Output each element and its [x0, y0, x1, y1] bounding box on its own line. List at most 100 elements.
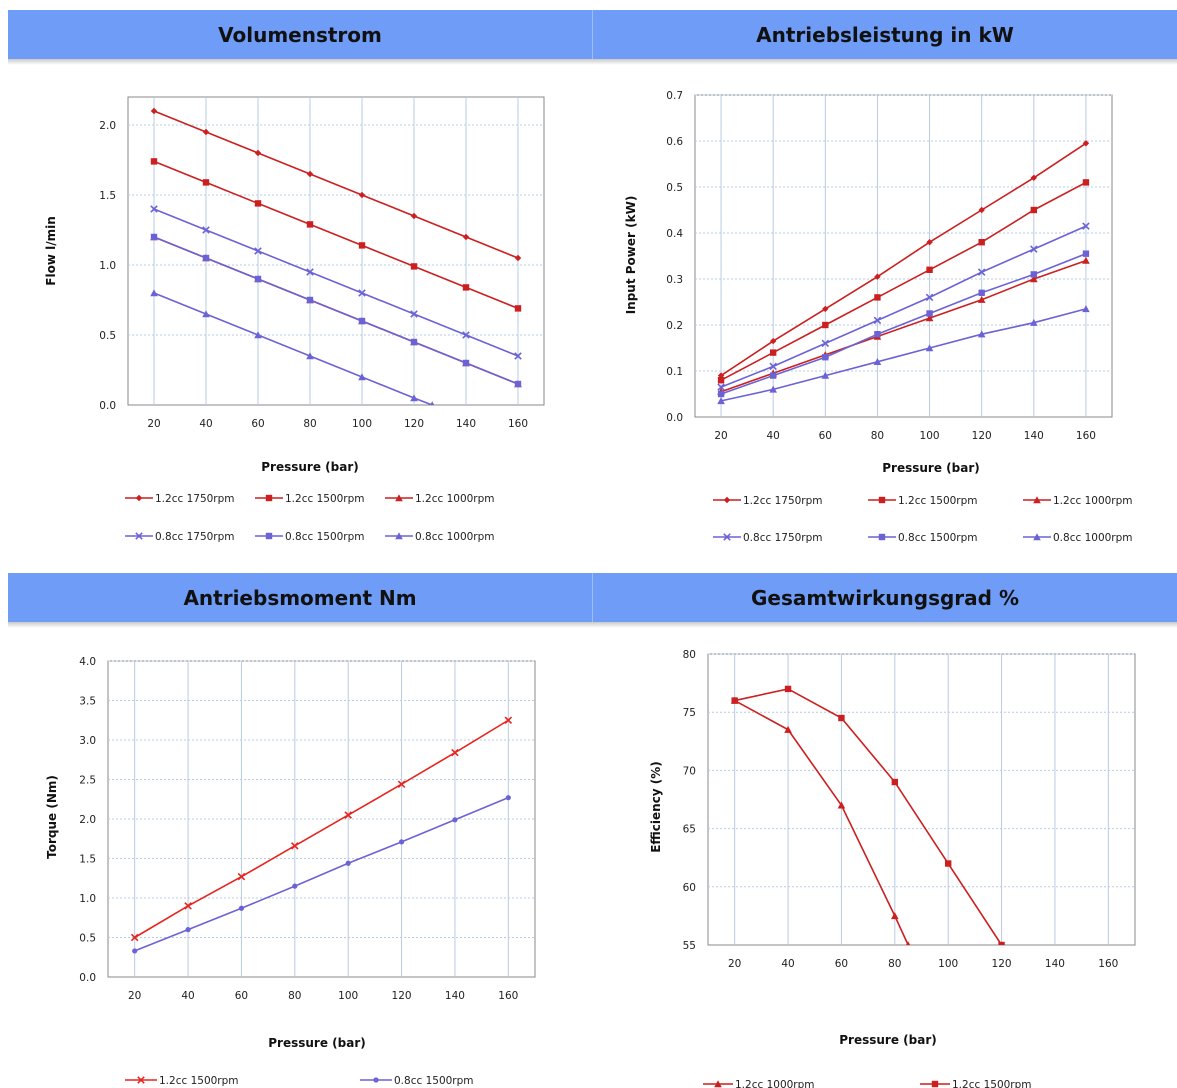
- x-tick-label: 120: [972, 430, 992, 442]
- data-point: [874, 331, 881, 338]
- legend-marker: [1033, 533, 1041, 541]
- data-point: [202, 226, 210, 234]
- data-point: [184, 902, 192, 910]
- y-tick-label: 2.0: [99, 120, 116, 132]
- data-point: [410, 263, 418, 270]
- data-point: [1030, 245, 1038, 253]
- legend-label: 1.2cc 1000rpm: [415, 493, 495, 505]
- data-point: [925, 293, 934, 302]
- x-tick-label: 20: [714, 430, 727, 442]
- data-point: [237, 872, 246, 881]
- data-point: [514, 352, 522, 360]
- data-point: [514, 380, 522, 388]
- y-tick-label: 3.0: [79, 735, 96, 747]
- data-point: [462, 359, 470, 367]
- series-group: [730, 685, 1005, 945]
- x-tick-label: 160: [1098, 958, 1118, 970]
- y-axis-label: Efficiency (%): [649, 761, 663, 853]
- legend-label: 0.8cc 1000rpm: [415, 531, 495, 543]
- data-point: [410, 338, 418, 346]
- data-point: [717, 390, 725, 398]
- y-tick-label: 55: [683, 940, 696, 952]
- data-point: [254, 200, 262, 207]
- data-point: [717, 377, 725, 384]
- x-tick-label: 80: [888, 958, 901, 970]
- legend-label: 1.2cc 1000rpm: [1053, 495, 1133, 507]
- y-tick-label: 1.5: [79, 854, 96, 866]
- data-point: [977, 330, 986, 338]
- data-point: [926, 310, 933, 317]
- power-chart: 0.0 0.1 0.2 0.3 0.4 0.5 0.6 0.7 20 40 60 80 100 120 14…: [624, 90, 1133, 544]
- y-tick-label: 1.0: [79, 893, 96, 905]
- data-point: [202, 310, 210, 318]
- x-tick-label: 80: [871, 430, 884, 442]
- data-point: [926, 239, 933, 246]
- legend-label: 1.2cc 1000rpm: [735, 1079, 815, 1088]
- x-tick-label: 20: [147, 418, 160, 430]
- x-tick-label: 40: [181, 990, 194, 1002]
- header-volumenstrom: Volumenstrom: [218, 22, 382, 47]
- x-axis-label: Pressure (bar): [882, 461, 980, 475]
- data-point: [345, 860, 351, 866]
- x-tick-label: 60: [235, 990, 248, 1002]
- series-line-1: [734, 688, 1003, 945]
- data-point: [874, 294, 881, 301]
- data-point: [1082, 140, 1090, 147]
- series-line-1: [720, 181, 1087, 381]
- data-point: [891, 778, 899, 786]
- data-point: [306, 221, 314, 228]
- data-point: [150, 289, 158, 297]
- data-point: [410, 310, 418, 318]
- y-tick-label: 0.1: [666, 366, 683, 378]
- y-tick-label: 0.3: [666, 274, 683, 286]
- y-tick-label: 0.0: [99, 400, 116, 412]
- data-point: [1082, 250, 1090, 257]
- data-point: [358, 373, 366, 381]
- data-point: [838, 714, 845, 722]
- data-point: [505, 795, 511, 801]
- legend-label: 1.2cc 1750rpm: [155, 493, 235, 505]
- data-point: [822, 305, 829, 313]
- x-tick-label: 140: [445, 990, 465, 1002]
- data-point: [344, 811, 352, 819]
- y-tick-label: 3.5: [79, 696, 96, 708]
- series-line-0: [134, 719, 509, 939]
- data-point: [358, 317, 366, 325]
- legend-marker: [137, 1076, 145, 1084]
- data-point: [397, 780, 406, 789]
- data-point: [1030, 318, 1038, 326]
- series-group: [130, 716, 513, 954]
- x-tick-label: 60: [251, 418, 264, 430]
- x-tick-label: 140: [1045, 958, 1065, 970]
- x-tick-label: 60: [835, 958, 848, 970]
- legend-label: 0.8cc 1500rpm: [394, 1075, 474, 1087]
- x-tick-label: 140: [456, 418, 476, 430]
- series-line-3: [720, 225, 1087, 388]
- plot-area: [127, 96, 545, 406]
- legend-label: 0.8cc 1750rpm: [743, 532, 823, 544]
- data-point: [306, 268, 314, 276]
- data-point: [873, 358, 882, 365]
- x-axis-label: Pressure (bar): [839, 1033, 937, 1047]
- legend-marker: [714, 1080, 722, 1088]
- y-tick-label: 60: [683, 882, 696, 894]
- header-row-1: Volumenstrom Antriebsleistung in kW: [8, 10, 1177, 59]
- data-point: [978, 239, 985, 246]
- data-point: [1030, 271, 1038, 278]
- header-row-2-shadow: [8, 622, 1177, 628]
- series-line-4: [153, 236, 519, 385]
- x-axis-label: Pressure (bar): [268, 1036, 366, 1050]
- legend-label: 1.2cc 1500rpm: [285, 493, 365, 505]
- data-point: [150, 158, 158, 165]
- data-point: [291, 842, 299, 850]
- data-point: [717, 397, 725, 405]
- series-group: [717, 140, 1090, 405]
- legend-marker: [265, 532, 273, 540]
- data-point: [1082, 256, 1090, 264]
- y-tick-label: 0.0: [79, 972, 96, 984]
- data-point: [731, 697, 738, 704]
- data-point: [873, 316, 882, 325]
- data-point: [822, 354, 829, 361]
- data-point: [430, 401, 435, 405]
- legend-marker: [723, 496, 731, 504]
